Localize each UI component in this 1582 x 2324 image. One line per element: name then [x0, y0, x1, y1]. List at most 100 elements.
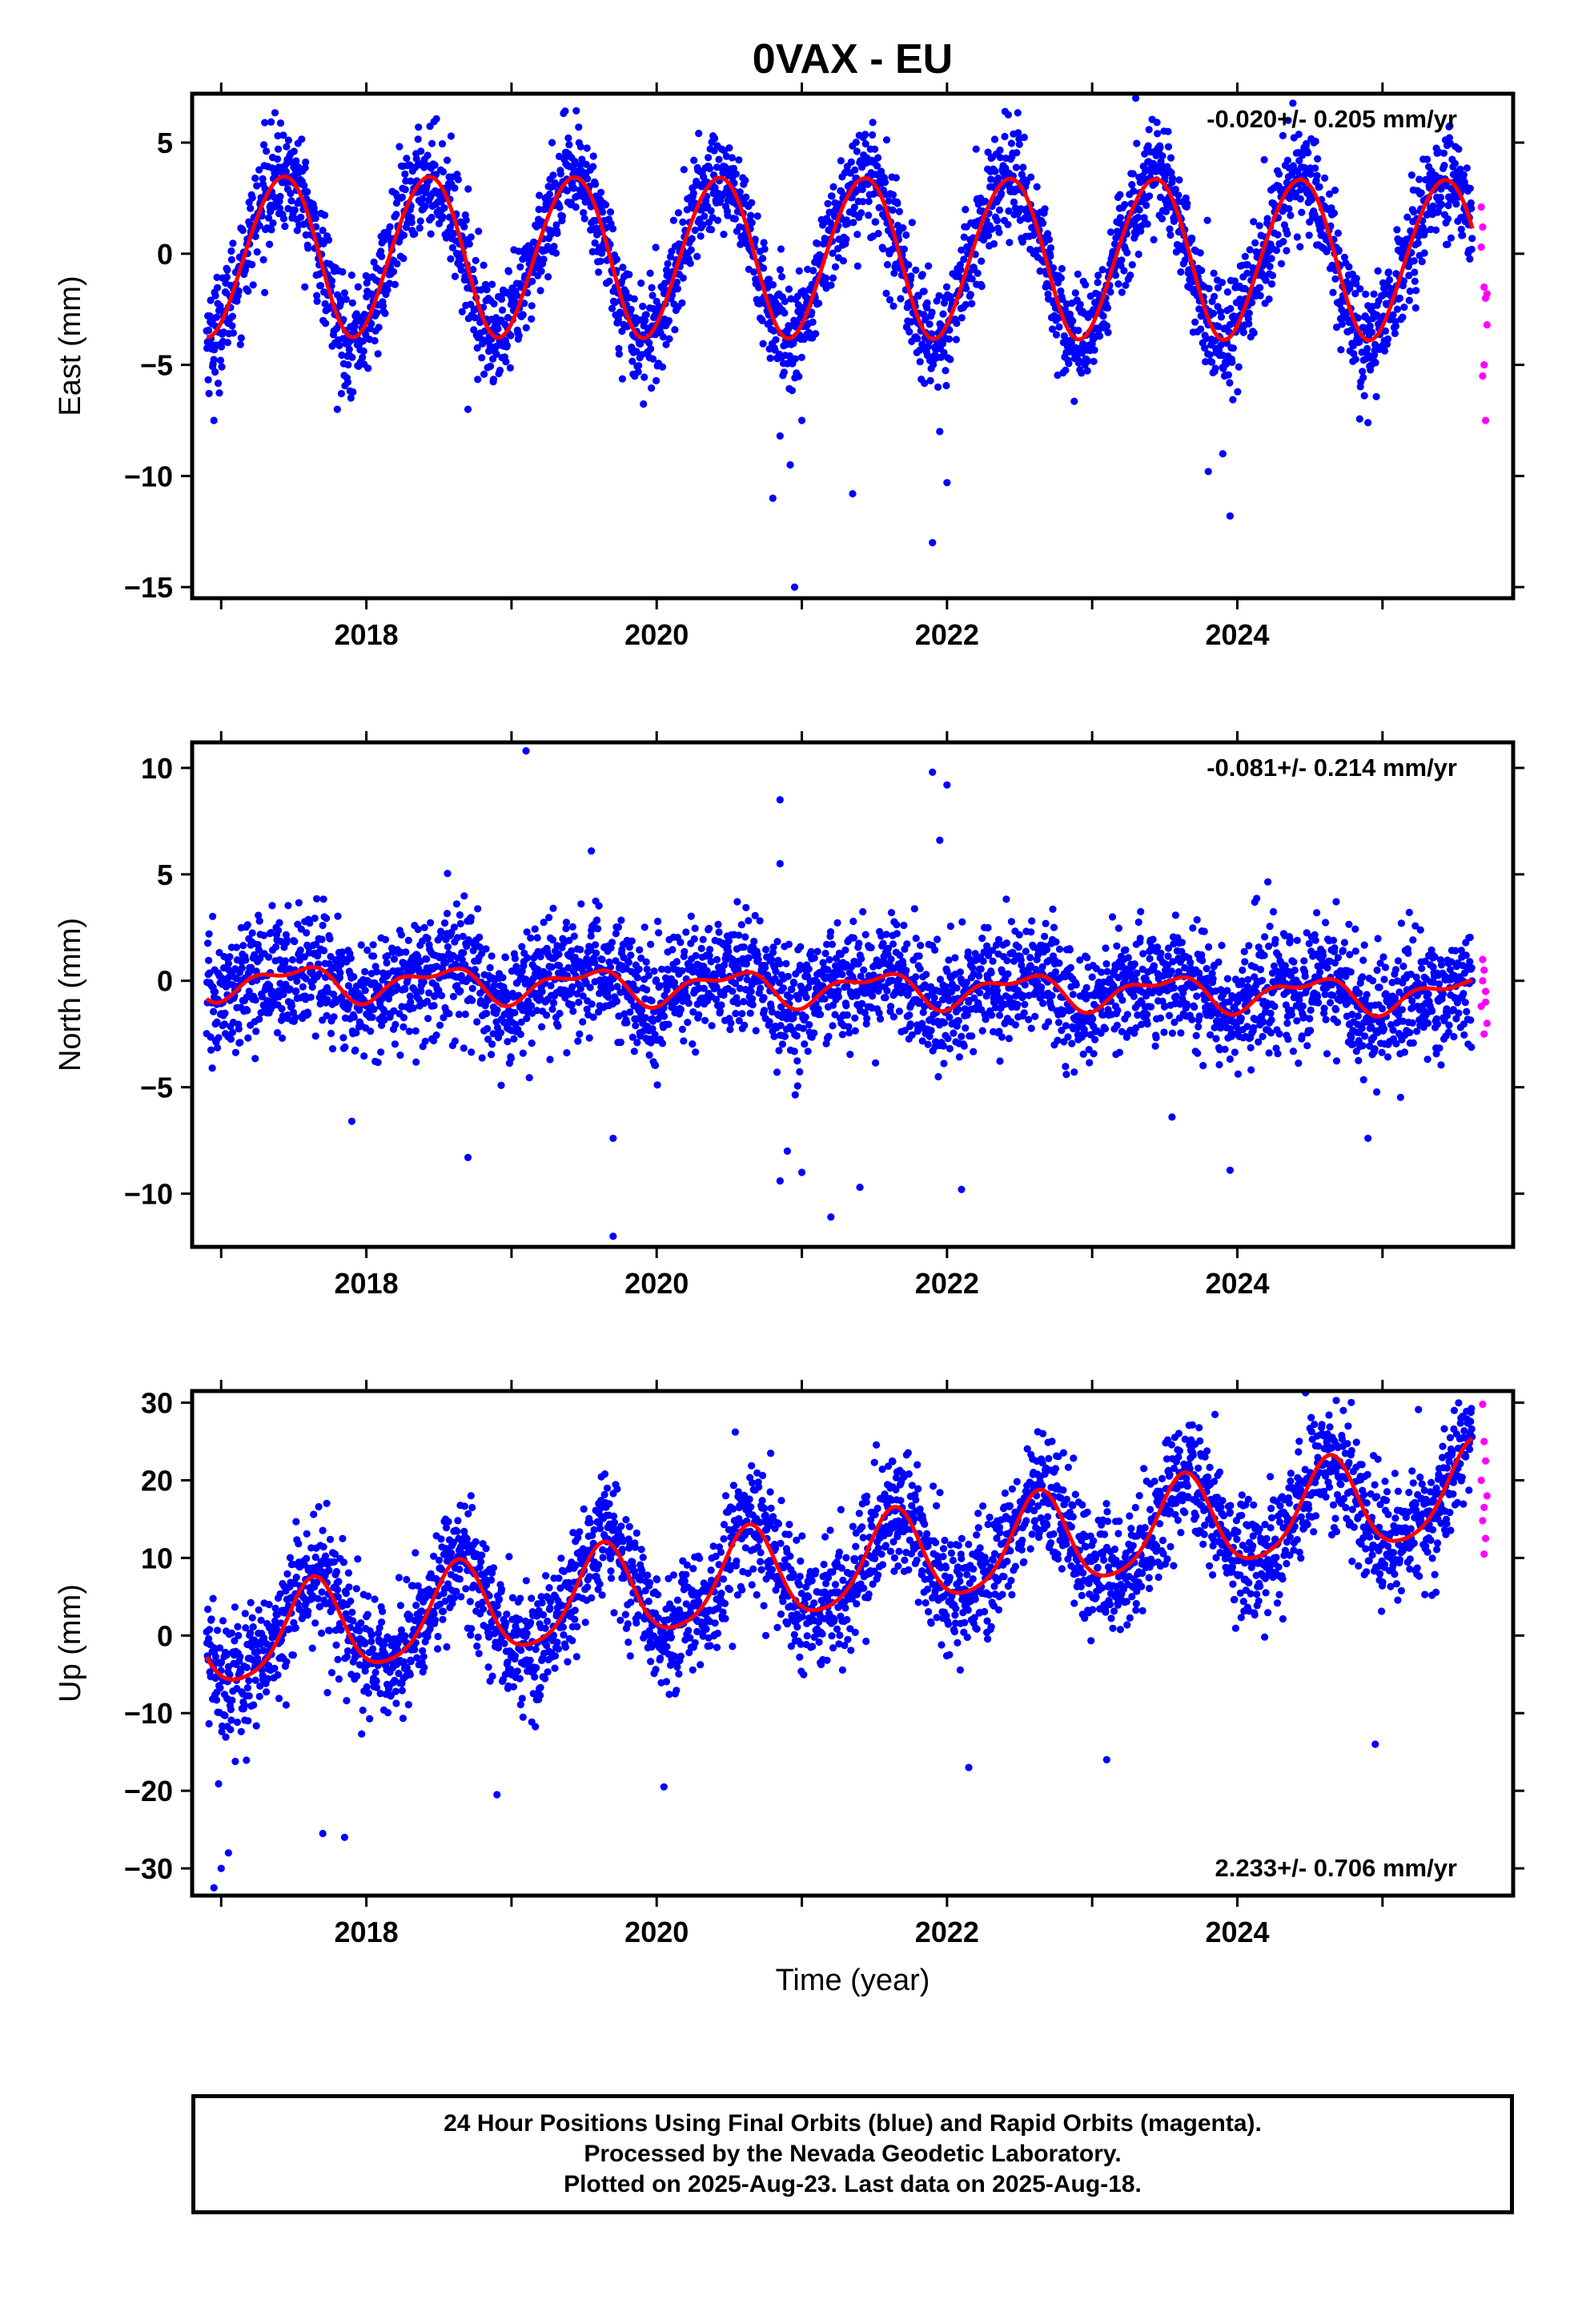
data-point — [278, 1034, 287, 1042]
data-point — [782, 959, 790, 967]
data-point — [370, 258, 378, 266]
chart-title: 0VAX - EU — [753, 36, 953, 82]
data-point — [576, 143, 584, 151]
data-point — [1145, 126, 1153, 134]
data-point — [443, 910, 452, 918]
data-point — [471, 966, 479, 974]
data-point — [886, 1003, 895, 1011]
data-point — [370, 1005, 378, 1013]
data-point — [871, 145, 879, 153]
data-point — [912, 266, 920, 274]
data-point — [456, 919, 464, 928]
data-point — [578, 155, 586, 163]
data-point — [925, 262, 933, 270]
data-point — [678, 967, 686, 975]
data-point — [415, 123, 423, 131]
data-point — [421, 1037, 429, 1045]
data-point — [533, 934, 541, 942]
data-point — [673, 958, 681, 966]
data-point — [731, 215, 740, 223]
data-point — [1094, 279, 1102, 287]
data-point — [205, 326, 213, 335]
data-point — [706, 165, 714, 173]
data-point — [436, 1021, 444, 1029]
x-tick-label: 2020 — [624, 618, 689, 651]
data-point — [834, 993, 842, 1001]
data-point — [708, 1022, 716, 1030]
data-point — [421, 202, 429, 211]
data-point — [572, 107, 580, 115]
data-point — [287, 197, 295, 205]
data-point — [690, 156, 698, 164]
data-point — [605, 277, 613, 285]
data-point — [882, 136, 891, 144]
data-point — [1447, 234, 1455, 242]
data-point — [255, 917, 263, 925]
data-point — [416, 217, 424, 225]
data-point — [872, 1059, 880, 1067]
data-point — [268, 902, 276, 910]
data-point — [642, 958, 650, 966]
data-point — [729, 164, 738, 172]
x-tick-label: 2024 — [1205, 618, 1269, 651]
data-point — [1128, 181, 1136, 189]
data-point — [416, 224, 424, 232]
data-point — [677, 1005, 685, 1014]
data-point — [1234, 388, 1242, 396]
data-point — [496, 366, 504, 375]
data-point — [908, 219, 916, 227]
data-point — [721, 163, 729, 171]
data-point — [677, 939, 685, 947]
data-point — [852, 139, 860, 147]
data-point — [1114, 280, 1122, 288]
data-point — [654, 917, 662, 926]
data-point — [248, 260, 256, 268]
data-point — [643, 965, 651, 973]
data-point — [412, 1058, 420, 1066]
data-point — [680, 166, 688, 174]
data-point — [767, 955, 776, 963]
data-point — [658, 1039, 667, 1047]
data-point — [706, 946, 714, 954]
data-point — [793, 1031, 801, 1040]
data-point — [747, 987, 755, 995]
data-point — [304, 244, 312, 252]
data-point — [400, 1014, 408, 1022]
data-point — [568, 1000, 576, 1009]
data-point — [318, 935, 326, 943]
data-point — [1463, 164, 1471, 172]
data-point — [745, 917, 753, 925]
data-point — [270, 193, 279, 201]
data-point — [1218, 279, 1227, 287]
data-point — [1359, 373, 1367, 382]
data-point — [504, 1038, 512, 1046]
data-point — [720, 231, 728, 239]
data-point — [317, 282, 325, 290]
data-point — [545, 190, 554, 199]
data-point — [738, 1010, 746, 1018]
data-point — [725, 947, 733, 955]
data-point — [1116, 214, 1124, 222]
data-point — [239, 227, 247, 235]
data-point — [405, 1027, 413, 1035]
data-point — [295, 899, 303, 907]
data-point — [248, 194, 256, 202]
data-point — [828, 192, 836, 200]
data-point — [473, 1018, 481, 1026]
data-point — [742, 903, 750, 911]
data-point — [515, 332, 523, 340]
data-point — [769, 281, 777, 289]
data-point — [400, 255, 408, 263]
data-point — [1334, 229, 1342, 237]
data-point — [887, 909, 896, 917]
data-point — [511, 955, 520, 963]
data-point — [746, 1009, 754, 1017]
data-point — [883, 260, 892, 269]
data-point — [303, 187, 311, 196]
data-point — [794, 301, 802, 309]
data-point — [450, 230, 458, 238]
data-point — [367, 1027, 375, 1035]
data-point — [482, 945, 490, 953]
data-point — [313, 895, 321, 903]
data-point — [813, 947, 821, 955]
